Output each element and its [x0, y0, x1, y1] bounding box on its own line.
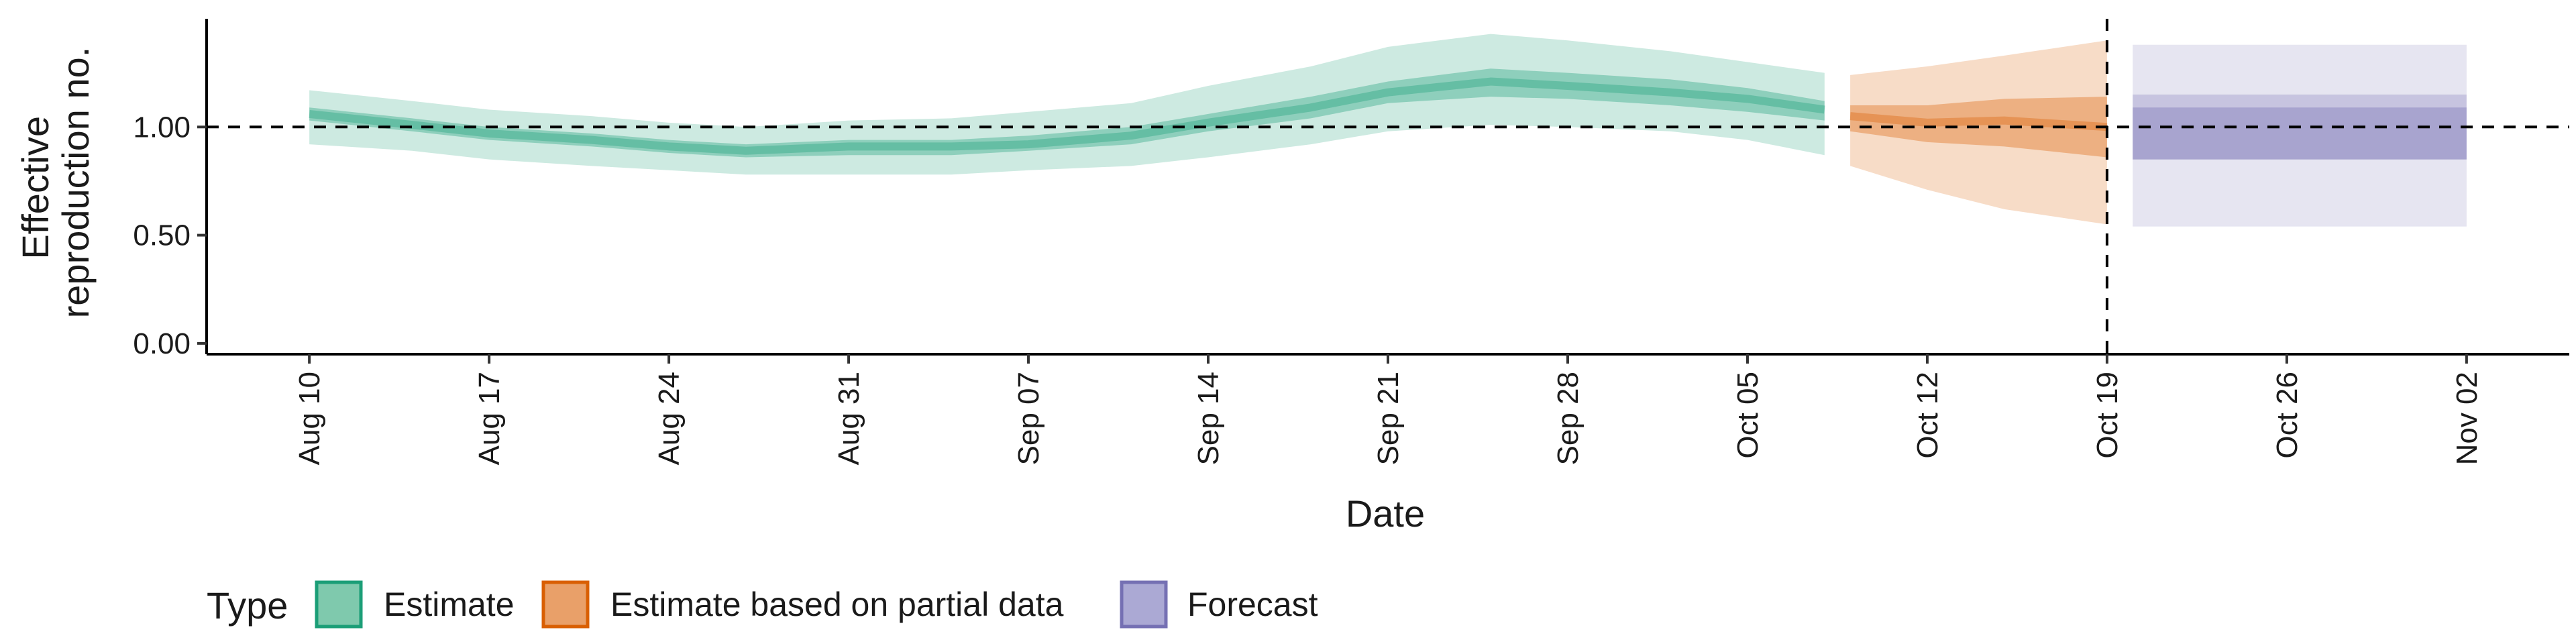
forecast-ci90-band	[2133, 44, 2467, 227]
legend-key-partial-data	[541, 580, 590, 629]
legend-label-estimate: Estimate	[384, 586, 515, 623]
x-tick-label: Sep 07	[1012, 372, 1045, 465]
y-tick-label: 0.00	[133, 327, 191, 360]
x-tick-label: Oct 05	[1731, 372, 1764, 459]
x-tick-label: Aug 24	[653, 372, 686, 465]
x-tick-label: Aug 10	[293, 372, 326, 465]
x-tick-label: Oct 26	[2271, 372, 2304, 459]
x-tick-label: Sep 21	[1372, 372, 1405, 465]
y-tick-label: 0.50	[133, 219, 191, 252]
x-tick-label: Oct 12	[1911, 372, 1944, 459]
estimate-based-on-partial-data-ci90-band	[1850, 40, 2107, 225]
legend-key-forecast	[1120, 580, 1168, 629]
estimate-median-line	[309, 77, 1825, 155]
estimate-ci50-band	[309, 68, 1825, 158]
x-tick-label: Aug 31	[833, 372, 865, 465]
y-axis-title: Effective reproduction no.	[14, 47, 97, 319]
reference-lines	[207, 19, 2569, 354]
x-axis-title: Date	[1346, 492, 1425, 535]
x-tick-label: Sep 14	[1192, 372, 1225, 465]
legend-key-estimate	[315, 580, 363, 629]
tick-layer: 0.00 0.50 1.00 Aug 10 Aug 17 Aug 24 Aug 31 Sep …	[133, 111, 2483, 465]
x-tick-label: Oct 19	[2091, 372, 2124, 459]
ribbon-layer	[309, 34, 2467, 227]
estimate-based-on-partial-data-median-line	[1849, 112, 2108, 131]
x-tick-label: Nov 02	[2451, 372, 2483, 465]
x-tick-label: Aug 17	[473, 372, 506, 465]
y-tick-label: 1.00	[133, 111, 191, 144]
legend-title: Type	[207, 584, 288, 627]
legend-label-partial-data: Estimate based on partial data	[610, 586, 1064, 623]
estimate-ci90-band	[309, 34, 1825, 175]
legend-label-forecast: Forecast	[1187, 586, 1318, 623]
x-tick-label: Sep 28	[1552, 372, 1585, 465]
legend: Type Estimate Estimate based on partial …	[207, 580, 1318, 629]
forecast-ci50-band	[2133, 107, 2467, 160]
y-axis-title-line-2: reproduction no.	[54, 47, 97, 319]
y-axis-title-line-1: Effective	[14, 116, 56, 260]
